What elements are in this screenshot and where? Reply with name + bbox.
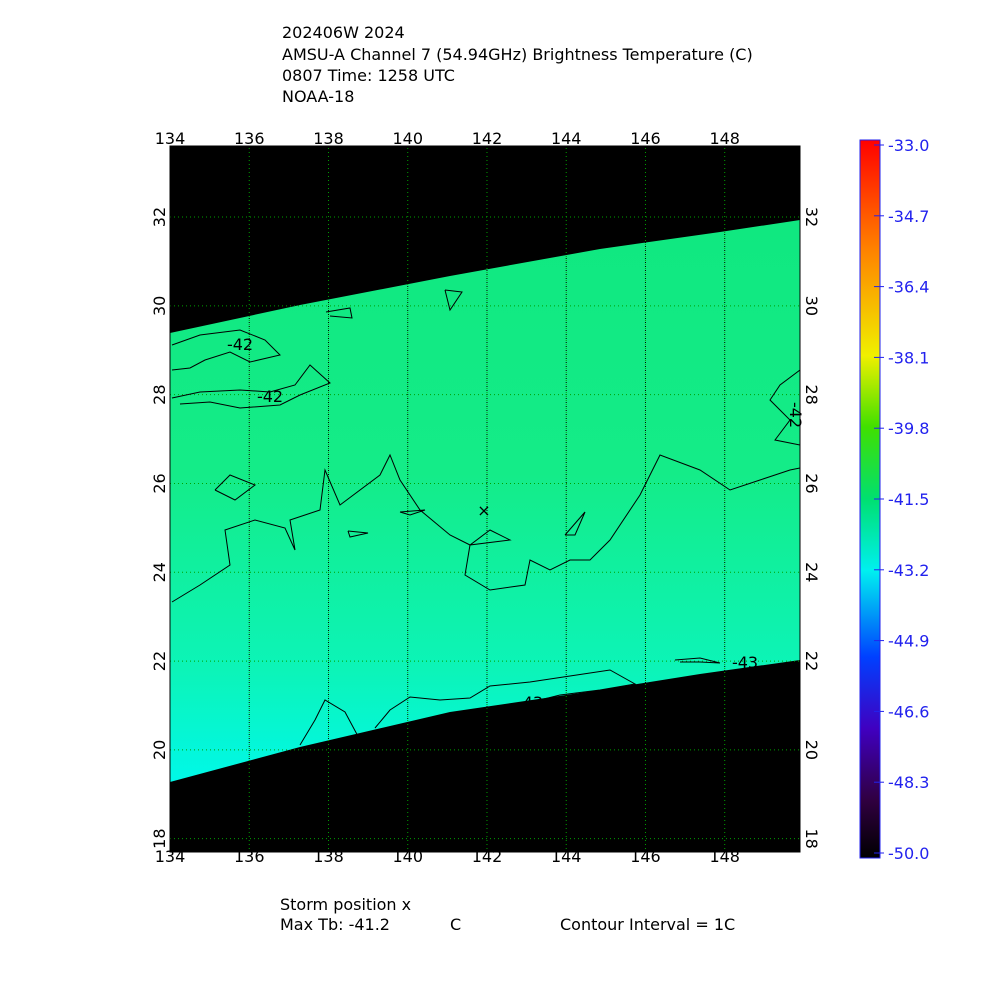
map-labels: 134 134 136 136 138 138 140 140 142 142 144 144 146 1… <box>150 129 821 866</box>
header-line: NOAA-18 <box>282 87 354 106</box>
colorbar-tick-label: -44.9 <box>888 632 929 651</box>
colorbar-tick-label: -38.1 <box>888 348 929 367</box>
footer-text: Max Tb: -41.2 <box>280 915 390 934</box>
lat-tick-label: 22 <box>150 651 169 671</box>
colorbar-tick-label: -43.2 <box>888 561 929 580</box>
contour <box>564 511 586 536</box>
contour <box>444 289 463 312</box>
lon-tick-label: 136 <box>234 129 265 148</box>
lon-tick-label: 146 <box>630 129 661 148</box>
contour <box>214 474 257 501</box>
contour <box>171 364 331 409</box>
colorbar-tick-label: -34.7 <box>888 207 929 226</box>
contour <box>171 453 800 603</box>
contour <box>325 307 353 319</box>
header-line: 202406W 2024 <box>282 23 405 42</box>
lat-tick-label: 24 <box>150 562 169 582</box>
lon-tick-label: 138 <box>313 847 344 866</box>
lon-tick-label: 148 <box>709 847 740 866</box>
contour-label: -42 <box>786 402 805 428</box>
lon-tick-label: 136 <box>234 847 265 866</box>
colorbar: -33.0 -34.7 -36.4 -38.1 -39.8 -41.5 -43.2 -44.9… <box>859 136 929 863</box>
map-frame <box>169 145 801 853</box>
lat-tick-label: 26 <box>150 473 169 493</box>
lon-tick-label: 148 <box>709 129 740 148</box>
lat-tick-label: 24 <box>802 562 821 582</box>
lon-tick-label: 142 <box>472 847 503 866</box>
contour <box>399 509 426 516</box>
lon-tick-label: 142 <box>472 129 503 148</box>
lat-tick-label: 18 <box>150 828 169 848</box>
lon-tick-label: 140 <box>392 847 423 866</box>
contour-label: -42 <box>257 387 283 406</box>
lat-tick-label: 32 <box>150 207 169 227</box>
contour <box>769 369 800 446</box>
contour-label: -43 <box>732 653 758 672</box>
lon-tick-label: 134 <box>155 847 186 866</box>
contour <box>347 530 369 538</box>
lat-tick-label: 20 <box>802 740 821 760</box>
lat-tick-label: 22 <box>802 651 821 671</box>
contour-label: -42 <box>227 335 253 354</box>
lat-tick-label: 28 <box>150 384 169 404</box>
contour-label: -43 <box>517 693 543 712</box>
contour <box>374 669 637 729</box>
colorbar-tick-label: -46.6 <box>888 702 929 721</box>
lat-tick-label: 28 <box>802 384 821 404</box>
grid <box>170 146 800 852</box>
contours <box>171 289 800 746</box>
colorbar-tick-label: -39.8 <box>888 419 929 438</box>
lon-tick-label: 144 <box>551 129 582 148</box>
colorbar-tick-label: -48.3 <box>888 773 929 792</box>
colorbar-tick-label: -33.0 <box>888 136 929 155</box>
lat-tick-label: 32 <box>802 207 821 227</box>
colorbar-tick-label: -36.4 <box>888 278 929 297</box>
lat-tick-label: 30 <box>150 296 169 316</box>
footer-text: Contour Interval = 1C <box>560 915 735 934</box>
storm-marker: × <box>477 501 490 520</box>
swath <box>170 220 800 782</box>
lat-tick-label: 20 <box>150 740 169 760</box>
footer-text: C <box>450 915 461 934</box>
lon-tick-label: 146 <box>630 847 661 866</box>
contour <box>674 657 721 664</box>
contour <box>171 329 281 371</box>
header-line: AMSU-A Channel 7 (54.94GHz) Brightness T… <box>282 45 753 64</box>
lon-tick-label: 144 <box>551 847 582 866</box>
header-line: 0807 Time: 1258 UTC <box>282 66 455 85</box>
lon-tick-label: 138 <box>313 129 344 148</box>
lon-tick-label: 134 <box>155 129 186 148</box>
lat-tick-label: 18 <box>802 828 821 848</box>
footer-text: Storm position x <box>280 895 411 914</box>
lat-tick-label: 26 <box>802 473 821 493</box>
colorbar-tick-label: -41.5 <box>888 490 929 509</box>
lon-tick-label: 140 <box>392 129 423 148</box>
lat-tick-label: 30 <box>802 296 821 316</box>
colorbar-tick-label: -50.0 <box>888 844 929 863</box>
contour <box>299 699 361 746</box>
